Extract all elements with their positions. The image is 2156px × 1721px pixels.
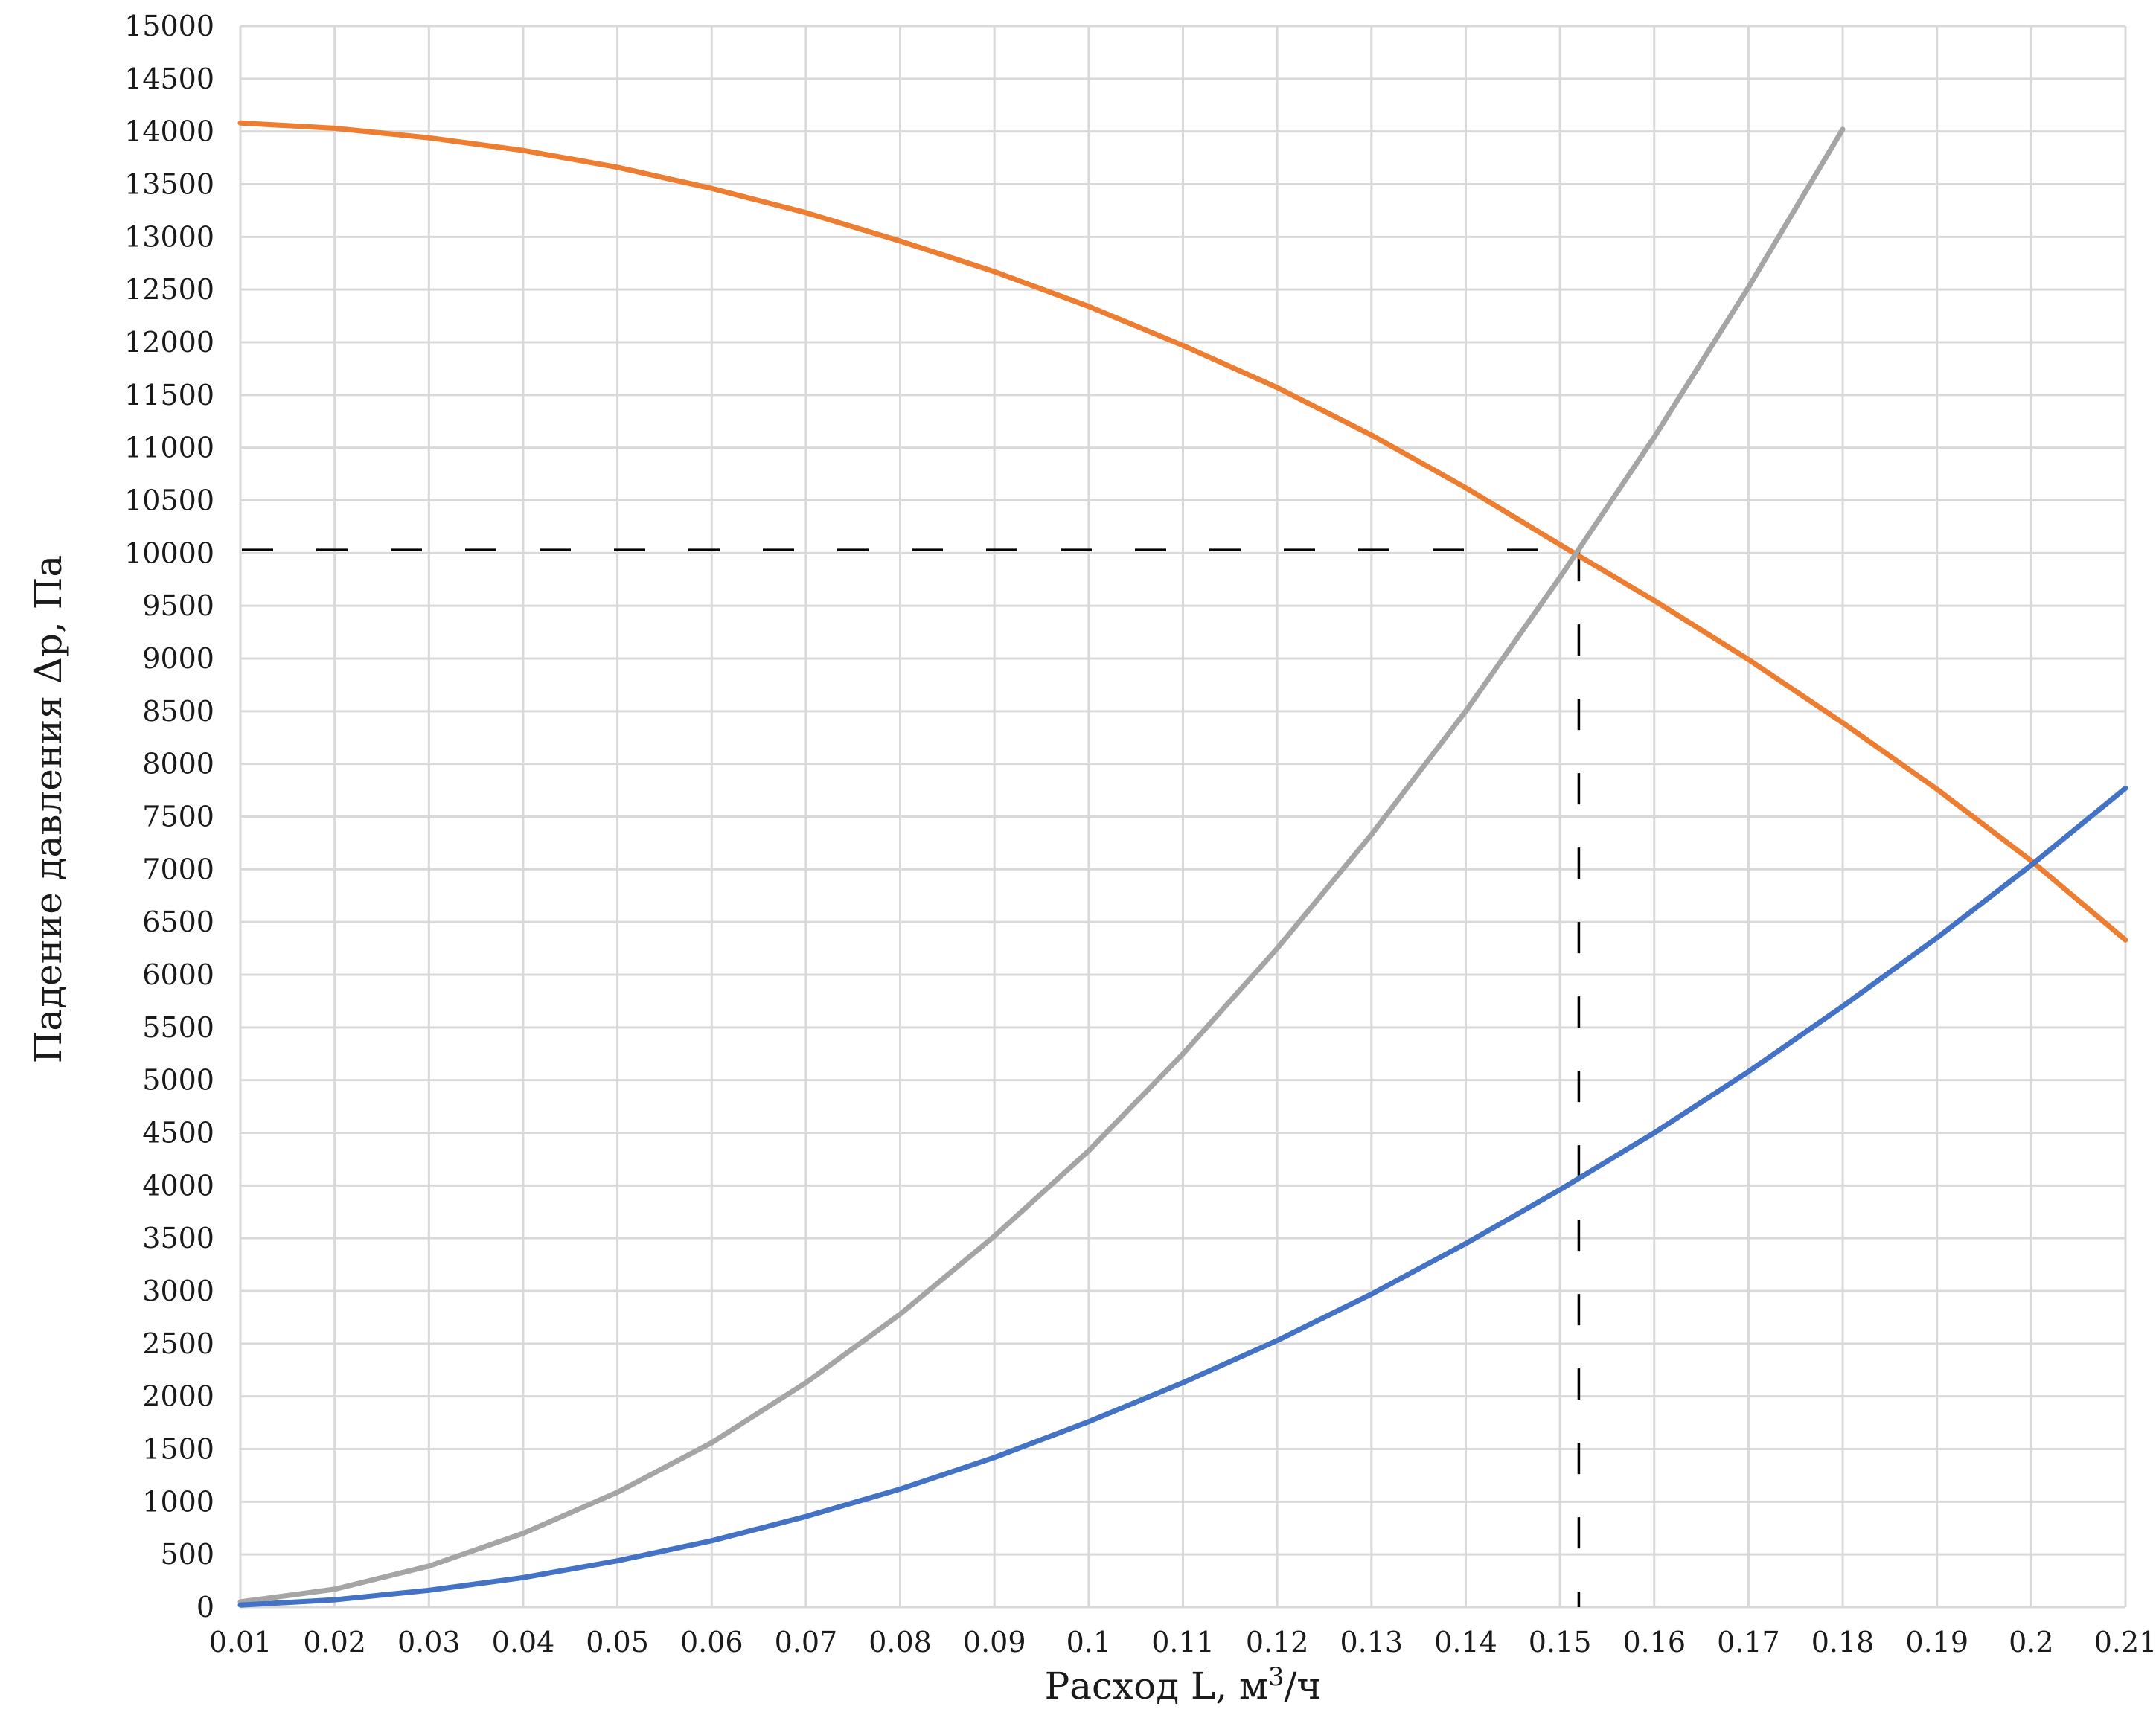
y-tick-label: 12500	[124, 273, 214, 306]
x-axis-title: Расход L, м3/ч	[1045, 1662, 1322, 1708]
series-line-1	[237, 120, 2128, 943]
x-tick-label: 0.16	[1622, 1626, 1686, 1658]
series-line-3	[237, 785, 2128, 1608]
y-tick-label: 2000	[142, 1380, 214, 1413]
y-tick-label: 11000	[124, 432, 214, 464]
x-tick-label: 0.09	[963, 1626, 1026, 1658]
x-tick-label: 0.01	[209, 1626, 272, 1658]
y-tick-label: 500	[160, 1538, 214, 1571]
x-tick-label: 0.19	[1905, 1626, 1968, 1658]
y-tick-label: 6000	[142, 958, 214, 991]
x-tick-label: 0.15	[1529, 1626, 1592, 1658]
grid	[239, 25, 2127, 1609]
y-tick-label: 1500	[142, 1433, 214, 1466]
y-axis-ticks: 0 500 1000 1500 2000 2500 3000 3500 4000 4500 5000…	[124, 10, 214, 1624]
y-tick-label: 13500	[124, 168, 214, 201]
y-tick-label: 3000	[142, 1275, 214, 1307]
reference-lines	[242, 548, 1581, 1607]
y-tick-label: 15000	[124, 10, 214, 42]
x-tick-label: 0.12	[1246, 1626, 1309, 1658]
x-tick-label: 0.05	[586, 1626, 649, 1658]
y-tick-label: 4000	[142, 1169, 214, 1202]
y-tick-label: 10000	[124, 536, 214, 569]
x-tick-label: 0.11	[1151, 1626, 1215, 1658]
x-tick-label: 0.13	[1340, 1626, 1403, 1658]
y-tick-label: 14000	[124, 115, 214, 148]
x-tick-label: 0.14	[1434, 1626, 1497, 1658]
x-tick-label: 0.2	[2009, 1626, 2053, 1658]
x-tick-label: 0.04	[492, 1626, 555, 1658]
y-tick-label: 7500	[142, 801, 214, 833]
y-tick-label: 3500	[142, 1222, 214, 1254]
y-tick-label: 11500	[124, 379, 214, 411]
series-line-2	[237, 126, 1846, 1605]
x-axis-ticks: 0.01 0.02 0.03 0.04 0.05 0.06 0.07 0.08 0.09 0.1 0…	[209, 1626, 2156, 1658]
x-tick-label: 0.02	[303, 1626, 366, 1658]
series	[237, 120, 2128, 1608]
x-tick-label: 0.21	[2094, 1626, 2156, 1658]
y-tick-label: 7000	[142, 853, 214, 885]
x-tick-label: 0.03	[397, 1626, 461, 1658]
y-tick-label: 8000	[142, 748, 214, 781]
y-tick-label: 1000	[142, 1485, 214, 1518]
y-tick-label: 12000	[124, 326, 214, 359]
y-tick-label: 6500	[142, 906, 214, 938]
x-tick-label: 0.1	[1066, 1626, 1111, 1658]
y-tick-label: 14500	[124, 63, 214, 95]
y-axis-title: Падение давления Δp, Па	[27, 555, 70, 1063]
x-tick-label: 0.08	[869, 1626, 932, 1658]
y-tick-label: 10500	[124, 484, 214, 517]
y-tick-label: 5000	[142, 1064, 214, 1097]
x-tick-label: 0.18	[1811, 1626, 1875, 1658]
y-tick-label: 8500	[142, 695, 214, 728]
y-tick-label: 2500	[142, 1327, 214, 1360]
y-tick-label: 13000	[124, 220, 214, 253]
x-tick-label: 0.06	[680, 1626, 743, 1658]
y-tick-label: 9500	[142, 589, 214, 622]
x-tick-label: 0.07	[775, 1626, 838, 1658]
y-tick-label: 4500	[142, 1117, 214, 1150]
x-tick-label: 0.17	[1717, 1626, 1780, 1658]
y-tick-label: 0	[196, 1591, 214, 1624]
y-tick-label: 9000	[142, 642, 214, 675]
y-tick-label: 5500	[142, 1011, 214, 1044]
